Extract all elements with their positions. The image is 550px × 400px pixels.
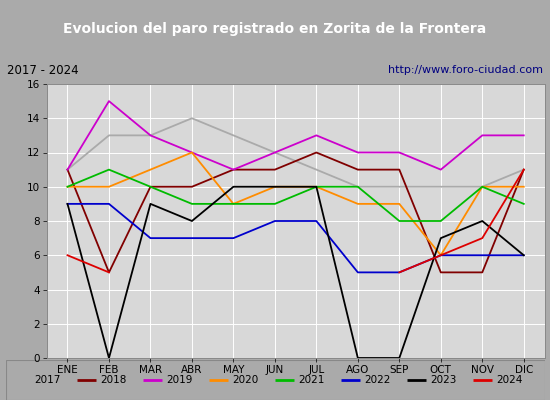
Text: 2019: 2019 [166, 375, 192, 385]
Text: Evolucion del paro registrado en Zorita de la Frontera: Evolucion del paro registrado en Zorita … [63, 22, 487, 36]
Text: 2017 - 2024: 2017 - 2024 [7, 64, 78, 76]
Text: 2024: 2024 [496, 375, 522, 385]
Text: 2023: 2023 [430, 375, 456, 385]
Text: 2021: 2021 [298, 375, 324, 385]
Text: 2018: 2018 [100, 375, 126, 385]
Text: http://www.foro-ciudad.com: http://www.foro-ciudad.com [388, 65, 543, 75]
Text: 2020: 2020 [232, 375, 258, 385]
Text: 2017: 2017 [34, 375, 60, 385]
Text: 2022: 2022 [364, 375, 390, 385]
